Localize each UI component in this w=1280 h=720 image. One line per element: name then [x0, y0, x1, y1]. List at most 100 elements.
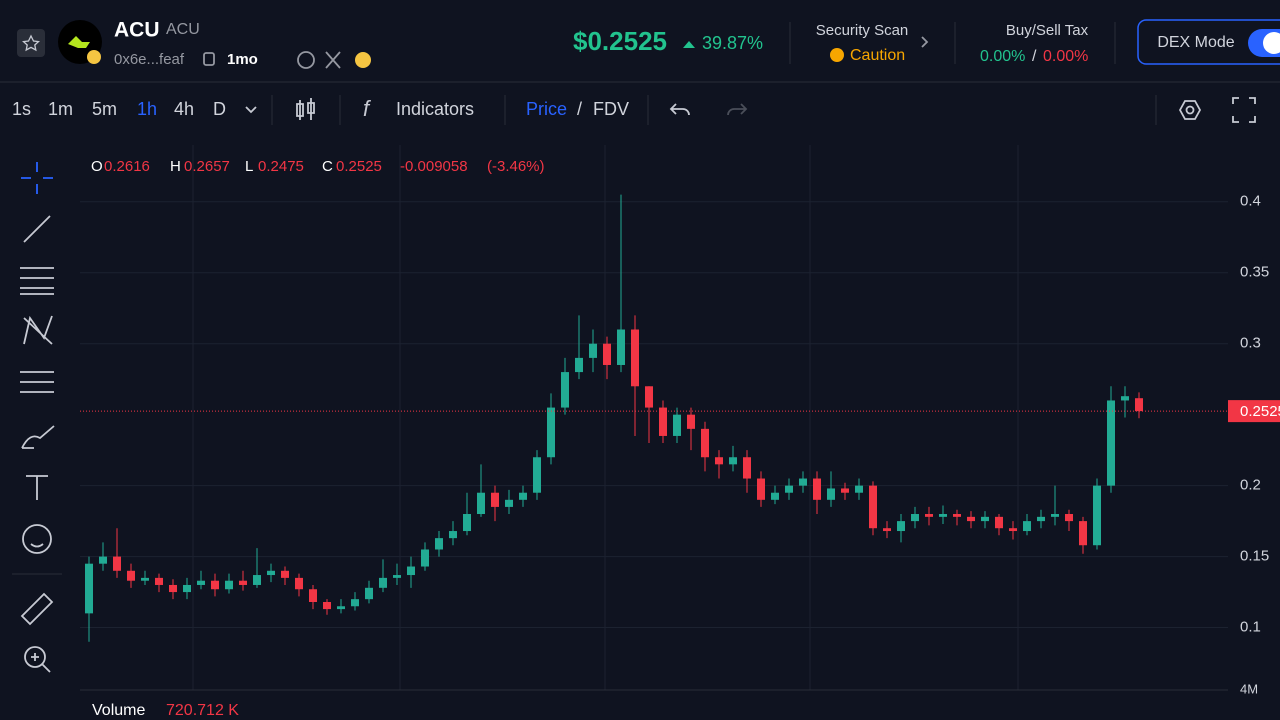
- candle-body: [603, 343, 611, 365]
- candle-body: [211, 580, 219, 590]
- star-icon: [22, 34, 40, 52]
- undo[interactable]: [669, 103, 690, 116]
- settings-center: [1185, 105, 1195, 115]
- y-tick-label: 0.2: [1240, 477, 1261, 494]
- security-status[interactable]: Caution: [850, 47, 905, 64]
- interval[interactable]: 1s: [12, 99, 31, 119]
- candle-body: [421, 549, 429, 567]
- intervals: 1s 1m 5m 1h 4h D: [12, 99, 226, 119]
- candle-body: [1079, 521, 1087, 546]
- interval[interactable]: 5m: [92, 99, 117, 119]
- line-tool[interactable]: [23, 215, 51, 243]
- candle-body: [323, 602, 331, 610]
- price-toggle[interactable]: Price: [526, 99, 567, 119]
- candle-body: [1121, 396, 1129, 401]
- last-price-label: 0.2525: [1240, 403, 1280, 420]
- address: 0x6e...feaf: [114, 51, 185, 68]
- interval[interactable]: 1m: [48, 99, 73, 119]
- candle-body: [239, 580, 247, 585]
- fib-tool[interactable]: [20, 267, 54, 295]
- fdv-toggle[interactable]: FDV: [593, 99, 629, 119]
- candle-body: [85, 563, 93, 614]
- candle-body: [1135, 398, 1143, 412]
- security-title[interactable]: Security Scan: [816, 22, 909, 39]
- projection-tool[interactable]: [20, 371, 54, 393]
- fullscreen[interactable]: [1232, 97, 1256, 123]
- y-tick-label: 0.1: [1240, 619, 1261, 636]
- sell-tax: 0.00%: [1043, 48, 1088, 65]
- candle-body: [589, 343, 597, 358]
- candle-body: [1009, 528, 1017, 532]
- candle-body: [253, 575, 261, 585]
- emoji-tool[interactable]: [22, 524, 52, 554]
- candle-body: [953, 514, 961, 517]
- token-name: ACU: [166, 21, 200, 38]
- web-icon[interactable]: [297, 51, 315, 69]
- price-change: 39.87%: [702, 33, 763, 53]
- chevron: [921, 36, 929, 48]
- legend-close-label: C: [322, 158, 333, 175]
- candle-body: [99, 556, 107, 564]
- candle-body: [855, 485, 863, 493]
- ruler-tool[interactable]: [20, 592, 54, 626]
- candle-body: [197, 580, 205, 585]
- volume-label: Volume: [92, 702, 145, 719]
- interval[interactable]: 4h: [174, 99, 194, 119]
- candle-body: [687, 414, 695, 429]
- fx-icon[interactable]: f: [363, 96, 372, 121]
- candle-body: [869, 485, 877, 529]
- pattern-tool[interactable]: [23, 315, 53, 345]
- candle-body: [673, 414, 681, 436]
- candle-body: [449, 531, 457, 539]
- y-tick-label: 0.3: [1240, 335, 1261, 352]
- candle-body: [785, 485, 793, 493]
- candle-body: [519, 492, 527, 500]
- candle-body: [1107, 400, 1115, 486]
- candle-body: [505, 499, 513, 507]
- candle-body: [533, 457, 541, 493]
- candle-body: [883, 528, 891, 532]
- candle-body: [659, 407, 667, 436]
- favorite-button[interactable]: [17, 29, 45, 57]
- text-tool[interactable]: [26, 475, 48, 500]
- logo-shape: [68, 36, 90, 48]
- brush-tool[interactable]: [21, 425, 55, 449]
- zoom-tool[interactable]: [24, 646, 46, 668]
- volume-axis-label: 4M: [1240, 681, 1258, 696]
- interval[interactable]: 1h: [137, 99, 157, 119]
- candle-body: [1037, 516, 1045, 522]
- x-icon[interactable]: [325, 51, 341, 69]
- candle-body: [645, 386, 653, 408]
- at-icon[interactable]: [355, 52, 371, 68]
- toggle-separator: /: [577, 99, 582, 119]
- candle-body: [407, 566, 415, 576]
- candle-body: [575, 357, 583, 373]
- candle-body: [281, 570, 289, 578]
- crosshair-tool[interactable]: [21, 162, 53, 194]
- buy-tax: 0.00%: [980, 48, 1025, 65]
- settings[interactable]: [1178, 100, 1202, 120]
- candle-body: [155, 577, 163, 585]
- candle-body: [365, 587, 373, 600]
- interval[interactable]: D: [213, 99, 226, 119]
- candle-body: [757, 478, 765, 500]
- dex-mode-button[interactable]: [1137, 19, 1280, 65]
- candle-body: [379, 577, 387, 588]
- candle-type-icon[interactable]: [296, 98, 315, 120]
- interval-dropdown[interactable]: [245, 106, 257, 114]
- candle-body: [1051, 514, 1059, 517]
- legend-low: 0.2475: [258, 158, 304, 175]
- candle-body: [897, 521, 905, 532]
- legend-open: 0.2616: [104, 158, 150, 175]
- candle-body: [771, 492, 779, 500]
- redo[interactable]: [727, 103, 748, 116]
- candle-body: [729, 457, 737, 465]
- dex-mode-label[interactable]: DEX Mode: [1157, 34, 1234, 51]
- indicators[interactable]: Indicators: [396, 99, 474, 119]
- candle-body: [631, 329, 639, 387]
- candle-body: [911, 514, 919, 522]
- candle-body: [547, 407, 555, 458]
- copy-icon[interactable]: [203, 52, 215, 66]
- emoji-smile: [30, 543, 44, 548]
